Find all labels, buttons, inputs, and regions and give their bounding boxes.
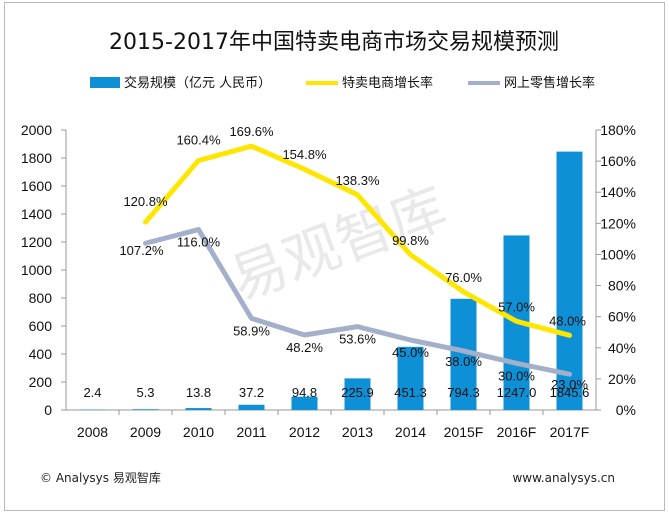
bar-value-label: 1247.0 — [497, 385, 537, 400]
y-left-tick-label: 200 — [29, 374, 53, 390]
legend: 交易规模（亿元 人民币） 特卖电商增长率 网上零售增长率 — [90, 75, 595, 91]
bar-value-label: 5.3 — [136, 385, 154, 400]
y-right-tick-label: 0% — [616, 402, 636, 418]
y-right-tick-label: 120% — [600, 215, 636, 231]
y-left-tick-label: 2000 — [21, 122, 52, 138]
y-right-tick-label: 20% — [608, 371, 636, 387]
y-right-tick-label: 160% — [600, 153, 636, 169]
bar-value-label: 13.8 — [186, 385, 211, 400]
footer-copyright: © Analysys 易观智库 — [40, 470, 161, 485]
y-right-tick-label: 40% — [608, 340, 636, 356]
flash-sale-growth-label: 169.6% — [229, 124, 274, 139]
y-right-tick-label: 60% — [608, 309, 636, 325]
chart-title: 2015-2017年中国特卖电商市场交易规模预测 — [109, 30, 559, 55]
flash-sale-growth-label: 48.0% — [549, 313, 586, 328]
line-flash-sale-growth — [143, 143, 572, 338]
y-left-tick-label: 400 — [29, 346, 53, 362]
bar-value-label: 794.3 — [447, 385, 480, 400]
bar — [185, 408, 212, 410]
online-retail-growth-label: 107.2% — [119, 243, 164, 258]
online-retail-growth-label: 38.0% — [445, 354, 482, 369]
x-tick-label: 2012 — [289, 424, 320, 440]
bar — [291, 396, 318, 410]
legend-label-bar: 交易规模（亿元 人民币） — [124, 75, 271, 91]
bar-value-label: 2.4 — [83, 385, 101, 400]
x-tick-label: 2016F — [497, 424, 537, 440]
x-tick-label: 2015F — [444, 424, 484, 440]
flash-sale-growth-label: 154.8% — [282, 147, 327, 162]
flash-sale-growth-label: 160.4% — [176, 132, 221, 147]
bar — [132, 409, 159, 410]
online-retail-growth-label: 48.2% — [286, 340, 323, 355]
flash-sale-growth-label: 76.0% — [445, 270, 482, 285]
bar — [238, 404, 265, 410]
online-retail-growth-label: 116.0% — [177, 235, 221, 250]
bar-value-label: 1845.6 — [550, 385, 590, 400]
flash-sale-growth-label: 120.8% — [123, 194, 168, 209]
y-right-tick-label: 180% — [600, 122, 636, 138]
online-retail-growth-label: 23.0% — [551, 377, 588, 392]
bar-value-label: 225.9 — [341, 385, 374, 400]
bar — [556, 151, 583, 410]
legend-label-line-2: 网上零售增长率 — [504, 75, 595, 91]
bar-value-label: 37.2 — [239, 385, 264, 400]
online-retail-growth-label: 30.0% — [498, 368, 535, 383]
x-tick-label: 2011 — [236, 424, 266, 440]
footer-website: www.analysys.cn — [512, 471, 615, 485]
y-left-tick-label: 1600 — [21, 178, 52, 194]
flash-sale-growth-label: 99.8% — [392, 233, 429, 248]
flash-sale-growth-label: 57.0% — [498, 299, 535, 314]
legend-label-line-1: 特卖电商增长率 — [342, 75, 433, 91]
online-retail-growth-label: 53.6% — [339, 332, 376, 347]
online-retail-growth-label: 45.0% — [392, 345, 429, 360]
bar-series — [79, 151, 583, 410]
y-left-tick-label: 1800 — [21, 150, 52, 166]
x-tick-label: 2017F — [550, 424, 590, 440]
x-tick-label: 2008 — [77, 424, 108, 440]
bar-value-label: 94.8 — [292, 385, 317, 400]
x-tick-label: 2009 — [130, 424, 161, 440]
y-left-tick-label: 1400 — [21, 206, 52, 222]
x-tick-label: 2010 — [183, 424, 214, 440]
bar — [397, 346, 424, 410]
x-tick-label: 2014 — [395, 424, 426, 440]
y-right-tick-label: 100% — [600, 246, 636, 262]
y-left-tick-label: 800 — [29, 290, 53, 306]
y-left-tick-label: 600 — [29, 318, 53, 334]
y-right-tick-label: 80% — [608, 278, 636, 294]
bar — [344, 378, 371, 410]
line-online-retail-growth — [143, 227, 572, 377]
online-retail-growth-label: 58.9% — [233, 323, 270, 338]
flash-sale-growth-label: 138.3% — [335, 173, 380, 188]
data-labels: 2.4 5.3 13.8 37.2 94.8 225.9 451.3 794.3 1247.0 1… — [83, 124, 589, 400]
y-left-tick-label: 0 — [44, 402, 52, 418]
line-series — [143, 143, 572, 377]
axes: 0 200 400 600 800 1000 1200 1400 1600 1800 2000 0% 2… — [21, 122, 636, 440]
bar-value-label: 451.3 — [394, 385, 427, 400]
y-right-tick-label: 140% — [600, 184, 636, 200]
y-left-tick-label: 1000 — [21, 262, 52, 278]
y-left-tick-label: 1200 — [21, 234, 52, 250]
legend-swatch-bar — [90, 77, 120, 88]
x-tick-label: 2013 — [342, 424, 373, 440]
